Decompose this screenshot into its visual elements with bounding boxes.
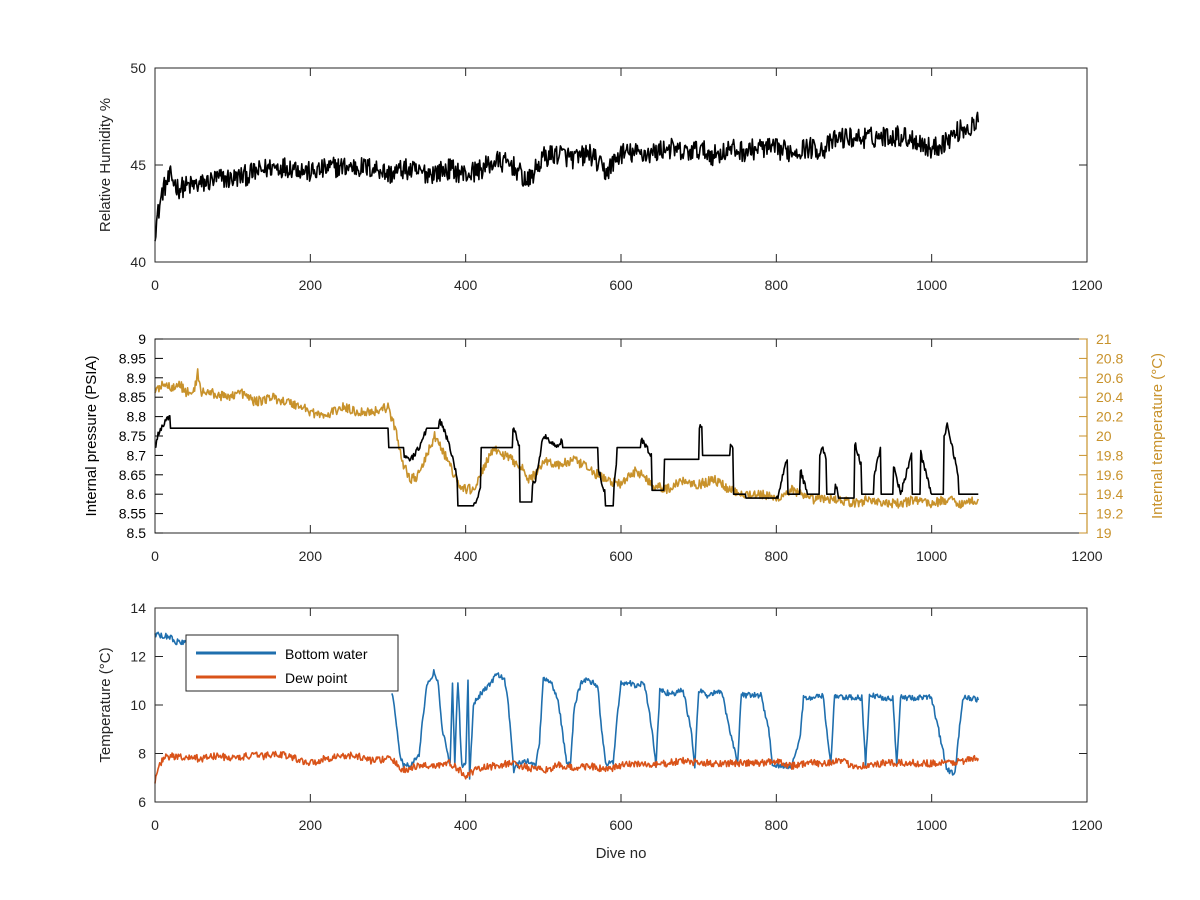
y-tick-label: 8.6 [127,486,147,502]
y-tick-label: 8.65 [119,467,146,483]
humidity-x-ticks: 0 200 400 600 800 1000 1200 [151,68,1103,293]
y-tick-label: 9 [138,331,146,347]
x-tick-label: 1000 [916,817,947,833]
y-tick-label: 8.8 [127,409,147,425]
internal-temperature-y-axis-label: Internal temperature (°C) [1149,353,1166,519]
x-tick-label: 600 [609,277,633,293]
x-tick-label: 1200 [1071,817,1102,833]
right-y-tick-label: 19.4 [1096,486,1123,502]
x-tick-label: 0 [151,277,159,293]
right-y-tick-label: 20.2 [1096,409,1123,425]
pressure-series-group [154,368,980,509]
x-tick-label: 1000 [916,548,947,564]
humidity-y-axis-label: Relative Humidity % [97,98,114,232]
y-tick-label: 45 [130,157,146,173]
right-y-tick-label: 21 [1096,331,1112,347]
pressure-right-series-line [154,368,980,509]
x-tick-label: 0 [151,817,159,833]
y-tick-label: 8.9 [127,370,147,386]
x-tick-label: 800 [765,277,789,293]
humidity-panel: 0 200 400 600 800 1000 1200 40 45 50 Relative Hu… [97,60,1103,293]
legend-label-bottom-water: Bottom water [285,646,368,662]
y-tick-label: 10 [130,697,146,713]
right-y-tick-label: 19 [1096,525,1112,541]
right-y-tick-label: 20.8 [1096,350,1123,366]
y-tick-label: 8.75 [119,428,146,444]
x-tick-label: 0 [151,548,159,564]
right-y-tick-label: 20 [1096,428,1112,444]
pressure-x-ticks: 0 200 400 600 800 1000 1200 [151,339,1103,564]
x-tick-label: 400 [454,548,478,564]
x-tick-label: 1200 [1071,277,1102,293]
pressure-y-ticks: 8.5 8.55 8.6 8.65 8.7 8.75 8.8 8.85 8.9 8.95 9 [119,331,163,541]
x-tick-label: 200 [299,817,323,833]
legend-label-dew-point: Dew point [285,670,347,686]
y-tick-label: 6 [138,794,146,810]
y-tick-label: 8 [138,746,146,762]
pressure-left-series-line [154,415,979,507]
temperature-y-axis-label: Temperature (°C) [97,647,114,762]
dew-point-series-line [154,750,980,784]
x-tick-label: 600 [609,548,633,564]
humidity-series-group [154,111,980,242]
legend-box [185,634,399,692]
legend: Bottom water Dew point [185,634,399,692]
right-y-tick-label: 19.8 [1096,447,1123,463]
y-tick-label: 14 [130,600,146,616]
x-tick-label: 1000 [916,277,947,293]
y-tick-label: 8.7 [127,447,147,463]
right-y-tick-label: 20.4 [1096,389,1123,405]
y-tick-label: 12 [130,649,146,665]
pressure-panel: 0 200 400 600 800 1000 1200 8.58.558.68.658.78… [83,331,1166,564]
y-tick-label: 8.5 [127,525,147,541]
x-tick-label: 600 [609,817,633,833]
temperature-y-ticks: 6 8 10 12 14 [130,600,1087,810]
humidity-y-ticks: 40 45 50 [130,60,1087,270]
humidity-left-series-line [154,111,980,242]
y-tick-label: 8.85 [119,389,146,405]
x-tick-label: 200 [299,548,323,564]
temperature-panel: 0 200 400 600 800 1000 1200 6 8 10 12 14 Temperatu… [97,600,1103,862]
pressure-y-axis-label: Internal pressure (PSIA) [83,356,100,517]
x-tick-label: 800 [765,817,789,833]
x-tick-label: 400 [454,817,478,833]
y-tick-label: 40 [130,254,146,270]
temperature-series-group [154,631,980,784]
bottom-water-series-line [154,631,980,780]
x-tick-label: 400 [454,277,478,293]
x-tick-label: 200 [299,277,323,293]
y-tick-label: 8.95 [119,350,146,366]
right-y-tick-label: 20.6 [1096,370,1123,386]
temperature-x-ticks: 0 200 400 600 800 1000 1200 [151,608,1103,833]
right-y-tick-label: 19.6 [1096,467,1123,483]
x-tick-label: 1200 [1071,548,1102,564]
y-tick-label: 50 [130,60,146,76]
y-tick-label: 8.55 [119,506,146,522]
x-tick-label: 800 [765,548,789,564]
right-y-tick-label: 19.2 [1096,506,1123,522]
pressure-right-y-ticks: 19 19.2 19.4 19.6 19.8 20 20.2 20.4 20.6 20.8 21 [1079,331,1123,541]
x-axis-label: Dive no [596,845,647,862]
